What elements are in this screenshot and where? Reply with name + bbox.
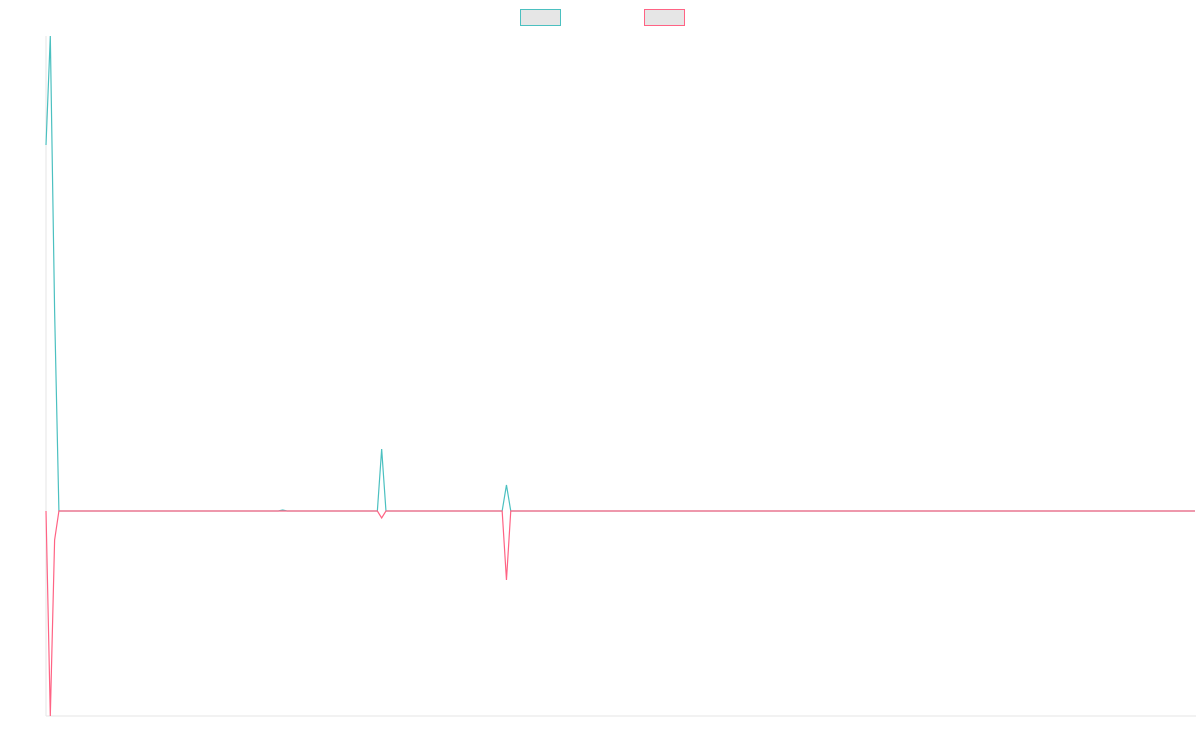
legend-swatch [520,9,561,26]
legend-swatch [644,9,685,26]
series-line [45,510,1195,717]
series-line [45,35,1195,512]
